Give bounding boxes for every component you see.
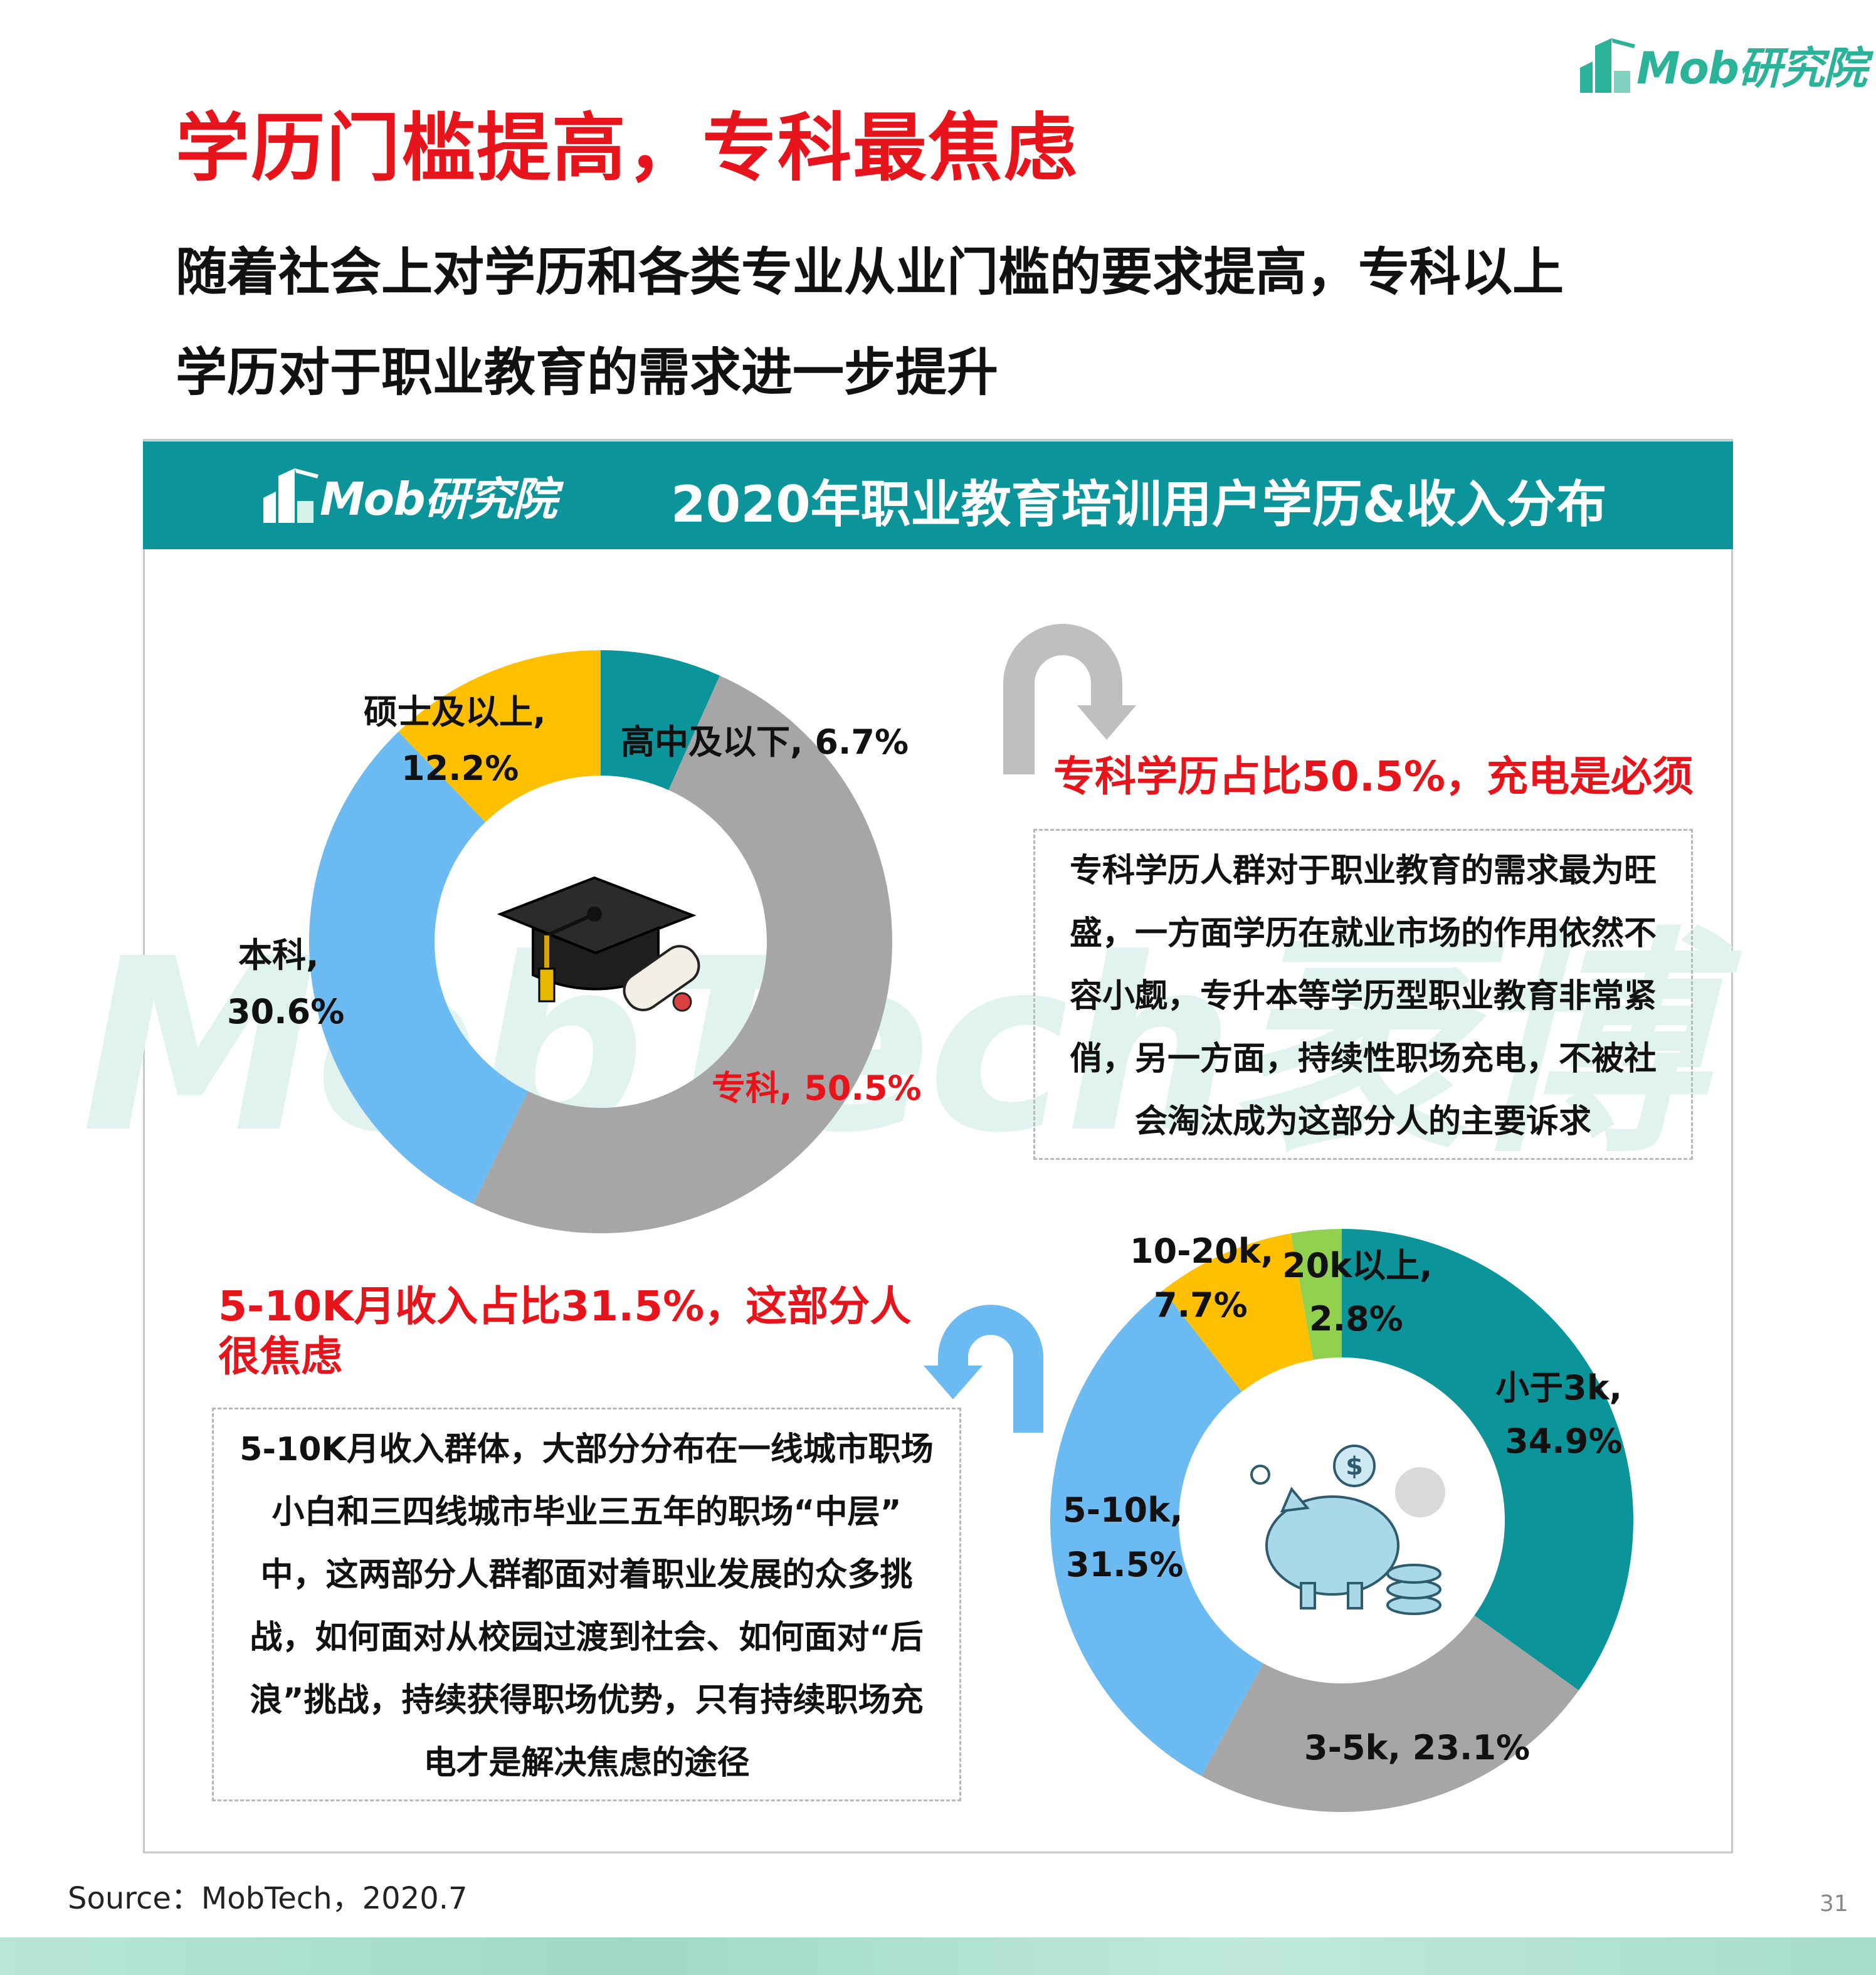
- edu-label-shuoshi-value: 12.2%: [401, 749, 519, 788]
- income-slice-4: [1290, 1229, 1342, 1361]
- inc-label-3-5k: 3-5k, 23.1%: [1304, 1728, 1531, 1767]
- edu-note-line: 会淘汰成为这部分人的主要诉求: [1134, 1103, 1591, 1140]
- income-slice-2: [1050, 1290, 1263, 1776]
- income-donut: [1050, 1229, 1634, 1812]
- income-slice-3: [1162, 1233, 1314, 1392]
- edu-slice-1: [473, 675, 892, 1233]
- edu-slice-3: [398, 650, 601, 823]
- income-note-line: 5-10K月收入群体，大部分分布在一线城市职场: [240, 1431, 934, 1468]
- income-note-line: 电才是解决焦虑的途径: [423, 1744, 750, 1782]
- svg-text:$: $: [1346, 1452, 1363, 1481]
- brand-logo: Mob研究院: [1574, 30, 1867, 99]
- banner-logo: Mob研究院: [257, 454, 557, 535]
- inc-label-gt20k-value: 2.8%: [1309, 1299, 1403, 1339]
- income-note-title: 5-10K月收入占比31.5%，这部分人: [218, 1282, 912, 1330]
- income-note-line: 中，这两部分人群都面对着职业发展的众多挑: [260, 1556, 913, 1594]
- income-slice-0: [1342, 1229, 1634, 1690]
- inc-label-10-20k: 10-20k,: [1130, 1231, 1274, 1271]
- page-headline: 学历门槛提高，专科最焦虑: [176, 105, 1079, 191]
- brand-logo-text: Mob研究院: [1636, 42, 1867, 94]
- edu-note-line: 盛，一方面学历在就业市场的作用依然不: [1069, 915, 1657, 952]
- subheadline-line: 学历对于职业教育的需求进一步提升: [176, 343, 999, 403]
- income-note-line: 浪”挑战，持续获得职场优势，只有持续职场充: [250, 1682, 924, 1719]
- subheadline-line: 随着社会上对学历和各类专业从业门槛的要求提高，专科以上: [176, 243, 1564, 302]
- income-note-line: 小白和三四线城市毕业三五年的职场“中层”: [271, 1493, 902, 1531]
- page-number: 31: [1820, 1891, 1848, 1917]
- income-note-box: 5-10K月收入群体，大部分分布在一线城市职场 小白和三四线城市毕业三五年的职场…: [212, 1408, 961, 1801]
- edu-label-zhuanke: 专科, 50.5%: [712, 1068, 922, 1108]
- education-donut: [309, 650, 892, 1233]
- diploma-scroll-icon: [623, 945, 700, 1012]
- source-note: Source：MobTech，2020.7: [68, 1881, 468, 1916]
- inc-label-5-10k: 5-10k,: [1063, 1490, 1183, 1530]
- income-note-title-line2: 很焦虑: [218, 1332, 342, 1381]
- curved-arrow-gray-icon: [1003, 624, 1136, 774]
- edu-label-benke-value: 30.6%: [227, 992, 345, 1031]
- graduation-cap-icon: [497, 876, 697, 1003]
- edu-note-title: 专科学历占比50.5%，充电是必须: [1053, 752, 1694, 801]
- page-subheadline: 随着社会上对学历和各类专业从业门槛的要求提高，专科以上 学历对于职业教育的需求进…: [176, 223, 1718, 423]
- banner-logo-text: Mob研究院: [320, 472, 557, 525]
- panel-banner: [143, 441, 1733, 549]
- edu-note-line: 俏，另一方面，持续性职场充电，不被社: [1069, 1040, 1657, 1078]
- panel-title: 2020年职业教育培训用户学历&收入分布: [671, 475, 1607, 534]
- edu-label-shuoshi: 硕士及以上,: [364, 692, 546, 732]
- edu-label-benke: 本科,: [238, 935, 319, 975]
- inc-label-10-20k-value: 7.7%: [1154, 1285, 1248, 1325]
- inc-label-lt3k-value: 34.9%: [1505, 1421, 1623, 1461]
- income-slice-1: [1201, 1615, 1579, 1812]
- edu-label-gaozhong: 高中及以下, 6.7%: [621, 722, 909, 762]
- edu-note-line: 容小觑，专升本等学历型职业教育非常紧: [1069, 977, 1657, 1015]
- edu-slice-2: [309, 732, 529, 1204]
- chart-panel: [143, 439, 1733, 1853]
- building-logo-icon: [1580, 38, 1635, 93]
- inc-label-5-10k-value: 31.5%: [1066, 1545, 1184, 1584]
- curved-arrow-blue-icon: [924, 1305, 1043, 1433]
- building-logo-icon: [263, 468, 319, 523]
- edu-note-box: 专科学历人群对于职业教育的需求最为旺 盛，一方面学历在就业市场的作用依然不 容小…: [1033, 829, 1693, 1160]
- bottom-decor-stripe: [0, 1937, 1876, 1975]
- inc-label-gt20k: 20k以上,: [1282, 1246, 1433, 1285]
- income-note-line: 战，如何面对从校园过渡到社会、如何面对“后: [250, 1619, 924, 1656]
- piggy-bank-icon: $: [1250, 1445, 1445, 1615]
- inc-label-lt3k: 小于3k,: [1495, 1368, 1622, 1408]
- edu-slice-0: [601, 650, 720, 791]
- edu-note-line: 专科学历人群对于职业教育的需求最为旺: [1069, 852, 1657, 890]
